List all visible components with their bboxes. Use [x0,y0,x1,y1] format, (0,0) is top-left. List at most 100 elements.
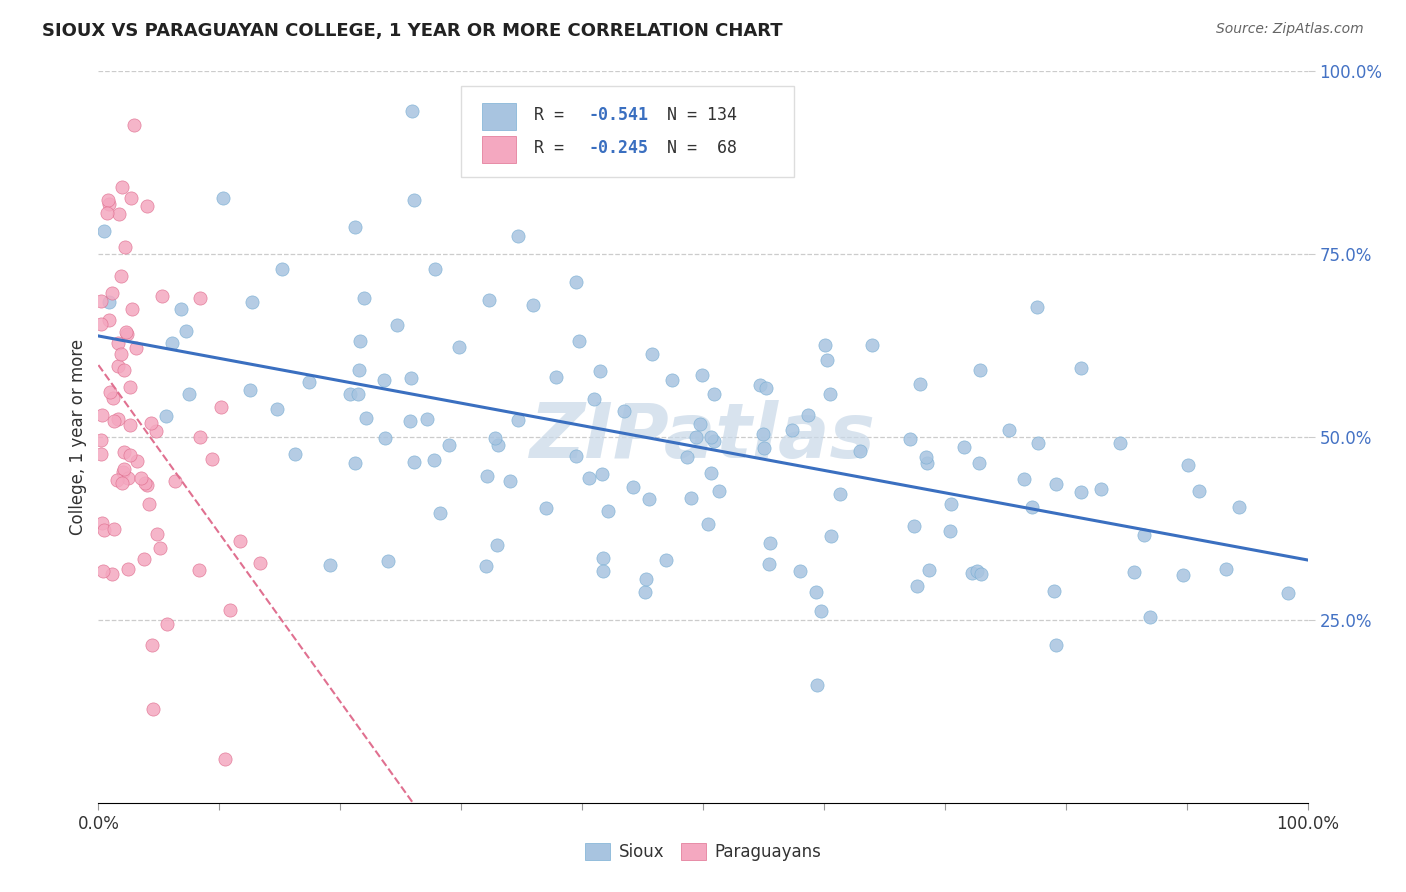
Text: -0.541: -0.541 [588,106,648,124]
Point [374,431,396,445]
Point [93,224,115,238]
Point [815,353,838,368]
Point [141,638,163,652]
Point [347,363,370,377]
Point [90,294,112,309]
Point [1045,638,1067,652]
Point [112,444,135,458]
Point [1277,586,1299,600]
Point [447,340,470,354]
Point [284,447,307,461]
Point [941,497,963,511]
Point [589,364,612,378]
Point [121,301,143,316]
Point [111,180,134,194]
Point [903,518,925,533]
Point [621,480,644,494]
FancyBboxPatch shape [461,86,793,178]
Point [814,338,837,352]
Point [117,471,139,485]
Point [681,491,703,505]
Point [592,550,614,565]
Point [93,523,115,537]
Point [1021,500,1043,514]
Point [634,572,657,586]
Text: -0.245: -0.245 [588,139,648,157]
Point [402,455,425,469]
Point [914,450,936,465]
Point [860,337,883,351]
Point [1070,360,1092,375]
Text: R =: R = [534,139,574,157]
Point [97,197,120,211]
Point [100,566,122,581]
Point [898,433,921,447]
Point [135,477,157,491]
Point [90,317,112,331]
Point [353,291,375,305]
Point [160,335,183,350]
Point [1215,562,1237,576]
Point [170,301,193,316]
Point [117,562,139,576]
Point [347,386,370,401]
Point [127,454,149,468]
Point [90,516,112,530]
Point [755,381,778,395]
Point [806,678,828,692]
Point [797,409,820,423]
Point [229,534,252,549]
Point [132,551,155,566]
Point [98,313,121,327]
Point [1122,565,1144,579]
Point [1227,500,1250,514]
Point [401,103,423,118]
Point [134,476,156,491]
Point [120,191,142,205]
Point [475,468,498,483]
Point [820,529,842,543]
Point [661,373,683,387]
Point [129,471,152,485]
Point [111,476,134,491]
Point [689,417,711,431]
Point [1177,458,1199,473]
Point [266,402,288,417]
Point [655,553,678,567]
Point [155,409,177,423]
Point [138,497,160,511]
Point [98,294,121,309]
Legend: Sioux, Paraguayans: Sioux, Paraguayans [578,836,828,868]
Point [423,453,446,467]
Point [613,404,636,418]
Point [506,228,529,243]
Point [343,219,366,234]
Point [1045,476,1067,491]
Point [486,538,509,552]
Point [107,359,129,374]
Point [319,558,342,573]
Point [1090,482,1112,496]
Point [780,424,803,438]
Point [752,426,775,441]
Point [1108,436,1130,450]
Point [1014,472,1036,486]
Point [789,565,811,579]
Point [967,456,990,470]
Point [905,579,928,593]
Point [969,362,991,376]
Point [818,386,841,401]
Point [90,408,112,422]
Point [592,565,614,579]
Point [546,369,568,384]
Point [115,326,138,340]
Point [240,294,263,309]
Point [125,341,148,355]
Point [239,383,262,397]
Point [112,363,135,377]
Point [90,447,112,461]
Point [969,566,991,581]
Point [997,423,1019,437]
Point [212,191,235,205]
Point [638,492,661,507]
